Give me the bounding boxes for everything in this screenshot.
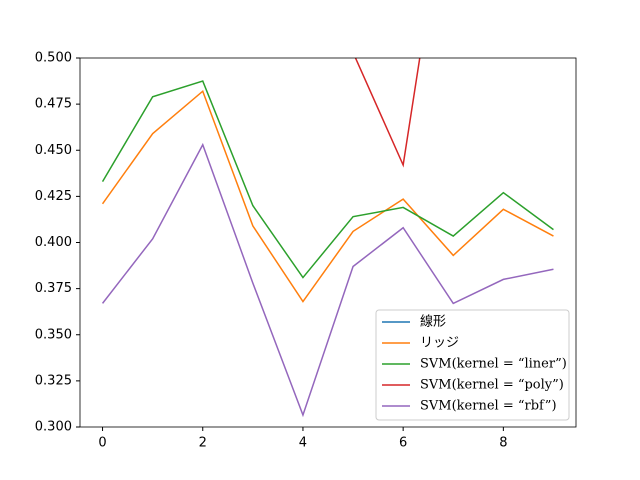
y-tick-label: 0.450 — [35, 143, 72, 158]
legend-label: SVM(kernel = “poly”) — [420, 378, 564, 393]
legend-label: SVM(kernel = “liner”) — [420, 357, 567, 372]
x-tick-label: 0 — [98, 436, 106, 451]
series-line — [101, 142, 554, 418]
series-line — [101, 89, 554, 303]
y-tick-label: 0.300 — [35, 420, 72, 435]
y-tick-label: 0.475 — [35, 97, 72, 112]
plot-area — [101, 58, 554, 418]
legend-label: SVM(kernel = “rbf”) — [420, 399, 557, 414]
y-tick-label: 0.375 — [35, 281, 72, 296]
legend-box — [375, 309, 570, 421]
x-tick-label: 6 — [399, 436, 407, 451]
x-tick-label: 4 — [299, 436, 307, 451]
x-tick-label: 2 — [199, 436, 207, 451]
plot-frame — [79, 57, 577, 428]
y-tick-label: 0.500 — [35, 51, 72, 66]
legend-label: 線形 — [420, 314, 446, 330]
series-line — [354, 58, 421, 168]
y-tick-label: 0.400 — [35, 235, 72, 250]
series-line — [101, 80, 554, 279]
y-tick-label: 0.425 — [35, 189, 72, 204]
x-tick-label: 8 — [499, 436, 507, 451]
y-tick-label: 0.350 — [35, 327, 72, 342]
legend-label: リッジ — [420, 336, 459, 351]
y-tick-label: 0.325 — [35, 373, 72, 388]
